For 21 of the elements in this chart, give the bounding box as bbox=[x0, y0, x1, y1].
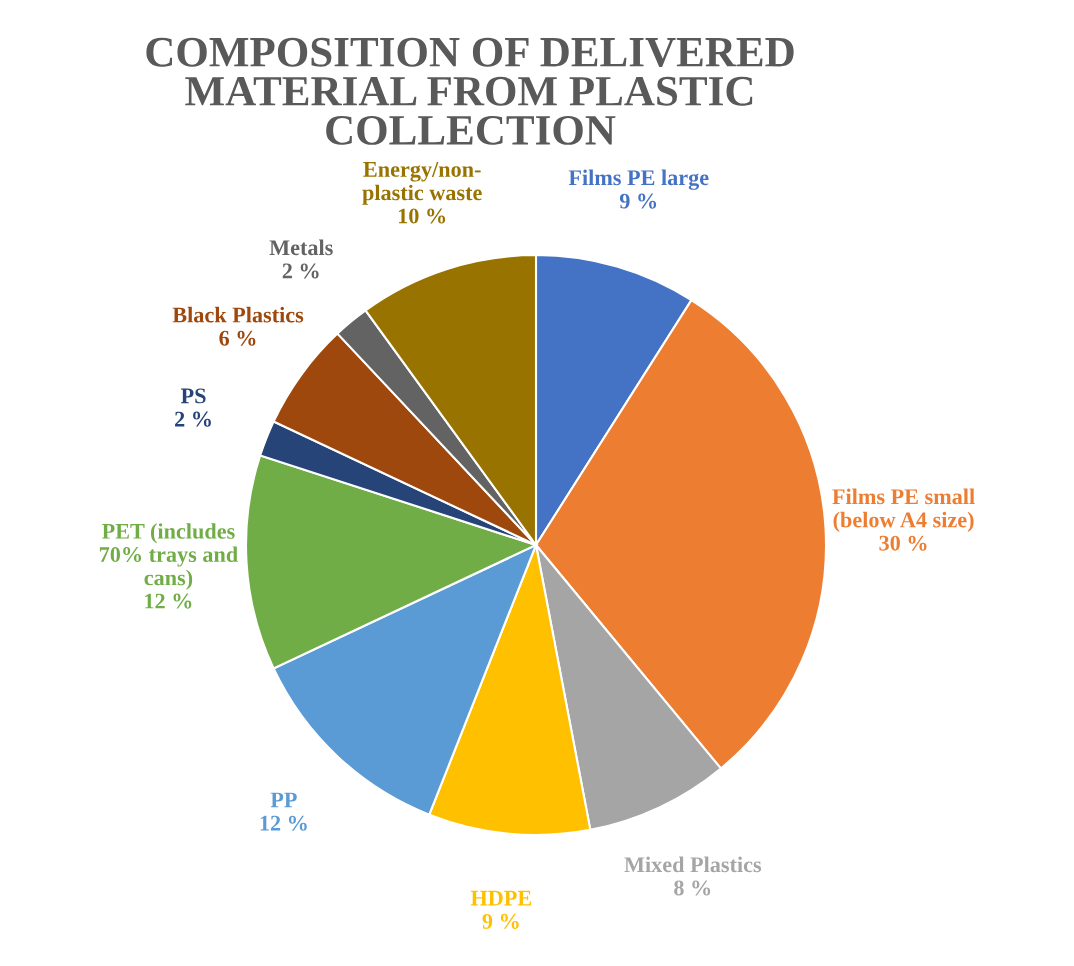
data-label: 10 % bbox=[398, 208, 446, 224]
slice-label: HDPE bbox=[470, 890, 532, 906]
slice-label: Mixed Plastics bbox=[624, 856, 762, 873]
data-label: 2 % bbox=[282, 263, 319, 279]
slice-label: Black Plastics bbox=[172, 306, 304, 323]
data-label: 30 % bbox=[879, 535, 927, 551]
slice-label: PS bbox=[180, 388, 206, 404]
data-label: 9 % bbox=[619, 193, 657, 209]
data-label: 9 % bbox=[482, 913, 519, 929]
slice-label: Films PE large bbox=[568, 169, 709, 190]
slice-label: Films PE small (below A4 size) bbox=[832, 488, 975, 532]
slice-label: PET (includes 70% trays and cans) bbox=[99, 523, 238, 590]
slice-label: Energy/non- plastic waste bbox=[362, 162, 482, 205]
data-label: 12 % bbox=[145, 593, 192, 609]
data-label: 12 % bbox=[260, 815, 307, 831]
slice-label: Metals bbox=[269, 239, 333, 256]
slice-label: PP bbox=[270, 792, 297, 808]
data-label: 6 % bbox=[219, 330, 256, 346]
data-label: 8 % bbox=[674, 880, 711, 896]
chart-title: COMPOSITION OF DELIVERED MATERIAL FROM PLASTIC COLLECTION bbox=[146, 37, 794, 145]
data-label: 2 % bbox=[175, 411, 211, 427]
